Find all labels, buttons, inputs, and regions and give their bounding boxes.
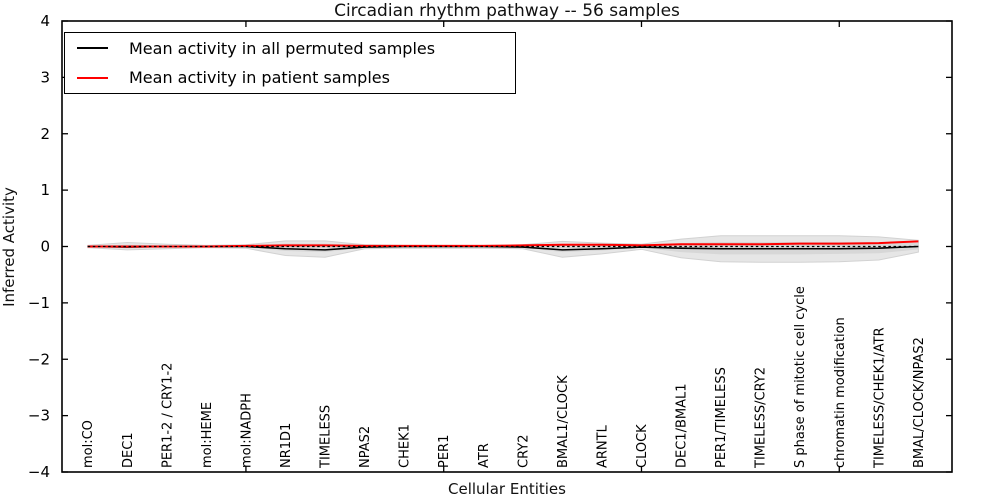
x-entity-label: PER1-2 / CRY1-2: [160, 363, 175, 468]
x-entity-label: ATR: [477, 443, 492, 468]
legend-label-permuted: Mean activity in all permuted samples: [129, 38, 436, 58]
legend-item-permuted: Mean activity in all permuted samples: [77, 34, 515, 62]
x-entity-label: BMAL1/CLOCK: [556, 375, 571, 468]
x-entity-label: mol:NADPH: [239, 393, 254, 468]
y-tick-label: −1: [28, 294, 50, 312]
x-entity-label: DEC1/BMAL1: [675, 384, 690, 469]
y-tick-label: 1: [40, 181, 50, 199]
x-entity-label: TIMELESS/CRY2: [754, 367, 769, 469]
x-entity-label: PER1: [437, 435, 452, 468]
legend-line-permuted-icon: [77, 47, 108, 50]
x-entity-label: NPAS2: [358, 426, 373, 468]
chart-title: Circadian rhythm pathway -- 56 samples: [334, 1, 680, 21]
x-entity-label: PER1/TIMELESS: [714, 367, 729, 468]
y-tick-label: −3: [28, 407, 50, 425]
x-entity-label: TIMELESS/CHEK1/ATR: [872, 327, 887, 469]
legend: Mean activity in all permuted samples Me…: [64, 32, 516, 94]
x-entity-label: S phase of mitotic cell cycle: [793, 286, 808, 468]
legend-item-patient: Mean activity in patient samples: [77, 64, 515, 92]
y-tick-label: 2: [40, 125, 50, 143]
x-entity-label: DEC1: [121, 432, 136, 468]
x-entity-label: CRY2: [516, 435, 531, 469]
y-tick-label: 0: [40, 238, 50, 256]
legend-label-patient: Mean activity in patient samples: [129, 68, 390, 88]
legend-line-patient-icon: [77, 76, 108, 79]
y-tick-label: −2: [28, 350, 50, 368]
x-entity-label: BMAL/CLOCK/NPAS2: [912, 337, 927, 468]
x-entity-label: TIMELESS: [319, 405, 334, 469]
x-entity-label: mol:HEME: [200, 402, 215, 468]
y-tick-label: 3: [40, 68, 50, 86]
y-tick-label: −4: [28, 463, 50, 481]
y-tick-label: 4: [40, 12, 50, 30]
x-entity-label: ARNTL: [595, 424, 610, 468]
x-entity-label: CLOCK: [635, 424, 650, 468]
x-axis-label: Cellular Entities: [448, 480, 566, 498]
x-entity-label: NR1D1: [279, 423, 294, 468]
x-entity-label: mol:CO: [81, 420, 96, 468]
x-entity-label: chromatin modification: [833, 317, 848, 468]
x-entity-label: CHEK1: [398, 424, 413, 468]
